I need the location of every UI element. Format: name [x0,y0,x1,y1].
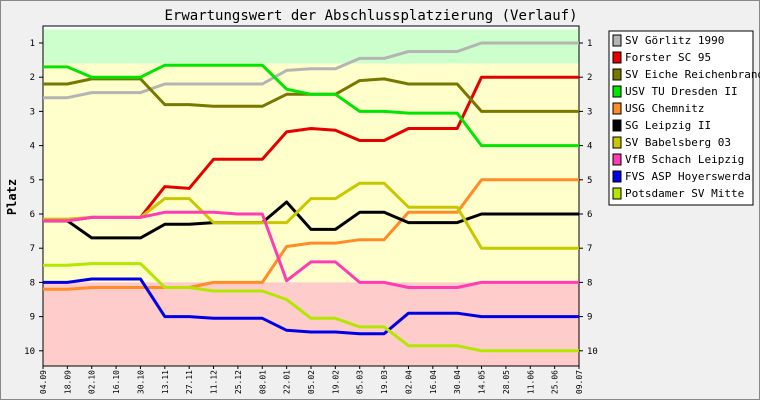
legend-entry: FVS ASP Hoyerswerda [625,170,751,183]
x-tick-label: 27.11 [185,370,194,394]
y-tick-label: 8 [30,278,35,288]
series-line [43,200,579,240]
zone-band [43,29,579,64]
x-tick-label: 09.07 [575,370,584,394]
x-tick-label: 14.05 [478,370,487,394]
legend-swatch [612,119,622,132]
x-tick-label: 22.01 [283,370,292,394]
legend-entry: SV Eiche Reichenbrand [625,68,760,81]
legend-entry: VfB Schach Leipzig [625,153,744,166]
y-axis-label: Platz [5,179,19,215]
legend-entry: USG Chemnitz [625,102,704,115]
y-tick-label: 9 [30,313,35,323]
legend-entry: SV Babelsberg 03 [625,136,731,149]
y-tick-label-right: 10 [587,347,598,357]
legend-swatch [612,136,622,149]
y-tick-label: 4 [30,142,35,152]
legend-entry: Potsdamer SV Mitte [625,187,744,200]
legend-swatch [612,34,622,47]
series-line [43,277,579,336]
x-tick-label: 02.04 [404,370,413,394]
x-tick-label: 11.12 [210,370,219,394]
y-tick-label-right: 8 [587,278,592,288]
x-tick-label: 19.02 [331,370,340,394]
series-line [43,262,579,353]
legend-entry: SV Görlitz 1990 [625,34,724,47]
y-tick-label-right: 7 [587,244,592,254]
x-tick-label: 25.06 [551,370,560,394]
x-tick-label: 05.03 [356,370,365,394]
series-line [43,41,579,100]
plot-area: 1 1 2 2 3 3 4 4 5 5 6 6 7 7 8 8 9 9 10 10 04.09 18.09 02.10 16.… [24,25,598,394]
legend-entry: Forster SC 95 [625,51,711,64]
x-tick-label: 08.01 [258,370,267,394]
legend-swatch [612,51,622,64]
legend-swatch [612,68,622,81]
y-tick-label: 5 [30,176,35,186]
chart-title: Erwartungswert der Abschlussplatzierung … [164,8,577,24]
y-tick-label: 1 [30,39,35,49]
y-tick-label-right: 9 [587,313,592,323]
y-tick-label: 7 [30,244,35,254]
x-tick-label: 13.11 [161,370,170,394]
x-tick-label: 19.03 [380,370,389,394]
x-tick-label: 11.06 [526,370,535,394]
legend-swatch [612,153,622,166]
x-tick-label: 25.12 [234,370,243,394]
legend-entry: USV TU Dresden II [625,85,738,98]
zone-band [43,282,579,366]
series-line [43,178,579,291]
legend-entry: SG Leipzig II [625,119,711,132]
x-tick-label: 30.10 [136,370,145,394]
legend-swatch [612,187,622,200]
x-tick-label: 30.04 [453,370,462,394]
legend: SV Görlitz 1990 Forster SC 95 SV Eiche Rei… [608,30,760,206]
x-tick-label: 04.09 [39,370,48,394]
x-tick-label: 28.05 [502,370,511,394]
series-line [43,63,579,148]
x-tick-label: 16.04 [429,370,438,394]
x-tick-label: 05.02 [307,370,316,394]
y-tick-label-right: 6 [587,210,592,220]
y-tick-label-right: 1 [587,39,592,49]
x-tick-label: 16.10 [112,370,121,394]
y-tick-label: 2 [30,73,35,83]
y-tick-label-right: 5 [587,176,592,186]
x-tick-label: 18.09 [63,370,72,394]
series-line [43,210,579,289]
legend-swatch [612,170,622,183]
legend-box [608,30,754,206]
y-tick-label-right: 4 [587,142,592,152]
y-tick-label-right: 3 [587,107,592,117]
y-tick-label: 10 [24,347,35,357]
y-tick-label: 3 [30,107,35,117]
y-tick-label: 6 [30,210,35,220]
legend-swatch [612,85,622,98]
legend-swatch [612,102,622,115]
y-tick-label-right: 2 [587,73,592,83]
zone-band [43,63,579,283]
x-tick-label: 02.10 [88,370,97,394]
